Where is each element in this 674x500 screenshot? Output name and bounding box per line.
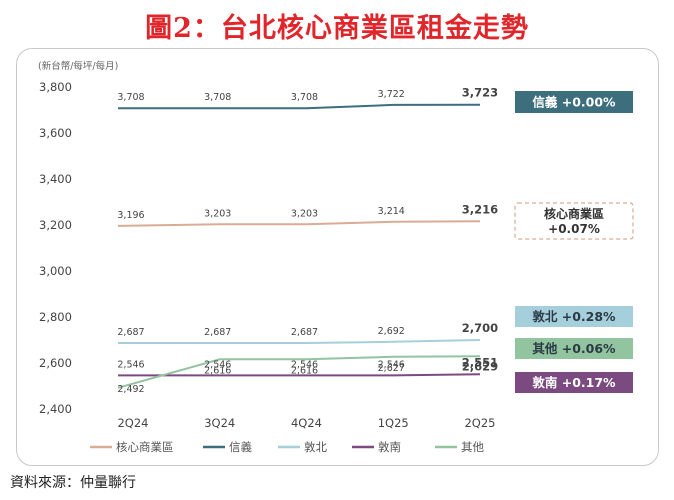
data-label: 3,708 <box>291 92 318 103</box>
data-label: 2,687 <box>291 327 318 338</box>
chart-frame <box>16 48 659 466</box>
y-tick-label: 2,600 <box>39 356 72 370</box>
legend-label: 核心商業區 <box>116 440 174 454</box>
change-box <box>515 338 633 359</box>
data-label: 2,546 <box>291 359 318 370</box>
data-label: 3,203 <box>291 208 318 219</box>
data-label: 3,722 <box>378 89 405 100</box>
series-line <box>117 355 481 389</box>
line-chart: (新台幣/每坪/每月) 2,400 2,600 2,800 3,000 3,200 3,40… <box>38 60 634 454</box>
y-tick-label: 3,000 <box>39 264 72 278</box>
x-tick-label: 2Q24 <box>117 416 148 430</box>
y-axis-unit-label: (新台幣/每坪/每月) <box>38 60 118 72</box>
data-label: 2,692 <box>378 326 405 337</box>
legend-label: 敦南 <box>378 440 401 454</box>
series-line <box>118 373 481 377</box>
series-line <box>118 103 481 110</box>
change-box <box>515 306 633 327</box>
change-label: 信義 +0.00% <box>532 95 616 110</box>
data-label: 2,700 <box>462 321 498 335</box>
change-label: 敦北 +0.28% <box>532 309 616 324</box>
change-box <box>514 202 634 240</box>
data-label: 2,616 <box>291 365 318 376</box>
data-label: 3,708 <box>204 92 231 103</box>
data-label: 3,708 <box>117 92 144 103</box>
change-label: 其他 +0.06% <box>532 341 616 356</box>
y-tick-label: 2,800 <box>39 310 72 324</box>
data-label: 2,687 <box>117 327 144 338</box>
legend-label: 信義 <box>229 440 252 454</box>
y-tick-label: 3,400 <box>39 172 72 186</box>
data-label: 2,616 <box>204 365 231 376</box>
x-tick-label: 4Q24 <box>291 416 322 430</box>
data-label: 3,723 <box>462 86 498 100</box>
data-label: 2,629 <box>462 359 498 373</box>
data-label: 3,203 <box>204 208 231 219</box>
chart-title: 圖2：台北核心商業區租金走勢 <box>145 13 529 44</box>
series-line <box>117 220 481 227</box>
y-tick-label: 2,400 <box>39 402 72 416</box>
data-label: 2,546 <box>378 359 405 370</box>
x-tick-label: 3Q24 <box>204 416 235 430</box>
data-label: 3,214 <box>378 206 405 217</box>
change-label: 敦南 +0.17% <box>532 375 616 390</box>
x-tick-label: 2Q25 <box>464 416 495 430</box>
legend-label: 其他 <box>461 440 484 454</box>
series-line <box>118 339 481 344</box>
y-tick-label: 3,800 <box>39 80 72 94</box>
y-tick-label: 3,200 <box>39 218 72 232</box>
data-label: 3,196 <box>117 210 144 221</box>
x-tick-label: 1Q25 <box>378 416 409 430</box>
data-label: 2,546 <box>117 359 144 370</box>
data-label: 2,687 <box>204 327 231 338</box>
change-label: 核心商業區 <box>544 206 604 221</box>
change-box <box>515 91 633 113</box>
data-label: 2,546 <box>204 359 231 370</box>
y-tick-label: 3,600 <box>39 126 72 140</box>
data-label: 3,216 <box>462 202 498 216</box>
source-note: 資料來源：仲量聯行 <box>10 475 136 491</box>
data-label: 2,551 <box>462 355 498 369</box>
legend-label: 敦北 <box>304 440 327 454</box>
change-label: +0.07% <box>548 222 600 236</box>
data-label: 2,627 <box>378 363 405 374</box>
change-box <box>515 372 633 393</box>
data-label: 2,492 <box>117 384 144 395</box>
